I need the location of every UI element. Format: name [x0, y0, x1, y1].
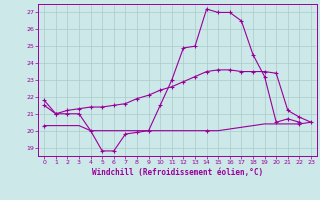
X-axis label: Windchill (Refroidissement éolien,°C): Windchill (Refroidissement éolien,°C) [92, 168, 263, 177]
